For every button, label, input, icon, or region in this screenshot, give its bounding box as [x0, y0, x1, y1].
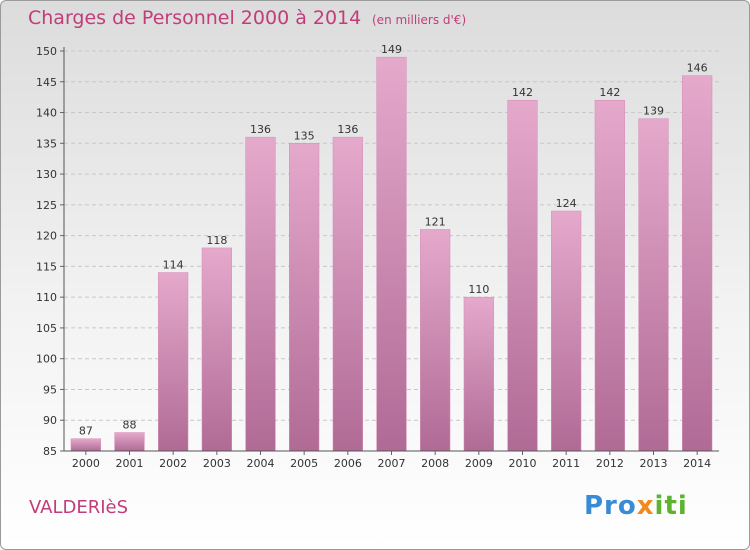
x-tick-label: 2006 [334, 457, 362, 470]
bar-2002 [158, 272, 189, 452]
x-tick-label: 2007 [378, 457, 406, 470]
y-tick-label: 145 [36, 76, 57, 89]
value-label: 136 [250, 123, 271, 136]
y-tick-label: 105 [36, 322, 57, 335]
value-label: 87 [79, 425, 93, 438]
value-label: 110 [468, 283, 489, 296]
bar-2003 [201, 247, 232, 452]
x-tick-label: 2013 [640, 457, 668, 470]
bar-2001 [114, 432, 145, 452]
chart-subtitle: (en milliers d'€) [372, 13, 467, 27]
x-tick-label: 2011 [552, 457, 580, 470]
bar-2010 [507, 99, 538, 452]
value-label: 149 [381, 43, 402, 56]
axes [60, 47, 719, 455]
bar-2006 [332, 136, 363, 452]
x-tick-label: 2004 [247, 457, 275, 470]
x-tick-label: 2005 [290, 457, 318, 470]
y-tick-label: 100 [36, 353, 57, 366]
x-tick-label: 2002 [159, 457, 187, 470]
bar-2012 [594, 99, 625, 452]
labels: 85 90 95 100 105 110 115 120 125 130 135 140 145 150 8… [36, 43, 711, 470]
logo-part-2: x [636, 491, 655, 521]
value-label: 88 [123, 419, 137, 432]
x-tick-label: 2000 [72, 457, 100, 470]
y-tick-label: 130 [36, 168, 57, 181]
value-label: 146 [687, 62, 708, 75]
bar-2009 [463, 296, 494, 452]
bar-2005 [289, 143, 320, 452]
x-tick-label: 2012 [596, 457, 624, 470]
bar-2000 [70, 438, 101, 452]
y-tick-label: 135 [36, 137, 57, 150]
value-label: 136 [337, 123, 358, 136]
logo-part-3: iti [654, 491, 688, 521]
chart-title: Charges de Personnel 2000 à 2014 [28, 7, 362, 29]
bar-2008 [420, 229, 451, 452]
value-label: 114 [163, 259, 184, 272]
y-tick-label: 125 [36, 199, 57, 212]
logo-part-1: Pro [584, 491, 637, 521]
value-label: 142 [512, 86, 533, 99]
value-label: 135 [294, 129, 315, 142]
x-tick-label: 2003 [203, 457, 231, 470]
x-tick-label: 2001 [116, 457, 144, 470]
bar-2011 [551, 210, 582, 452]
y-tick-label: 150 [36, 45, 57, 58]
bar-2004 [245, 136, 276, 452]
value-label: 139 [643, 105, 664, 118]
value-label: 118 [206, 234, 227, 247]
x-tick-label: 2008 [421, 457, 449, 470]
bar-2007 [376, 56, 407, 452]
bar-2014 [682, 75, 713, 452]
y-tick-label: 95 [43, 383, 57, 396]
value-label: 142 [599, 86, 620, 99]
x-tick-label: 2010 [509, 457, 537, 470]
y-tick-label: 115 [36, 260, 57, 273]
bars [70, 56, 713, 452]
y-tick-label: 110 [36, 291, 57, 304]
y-tick-label: 90 [43, 414, 57, 427]
y-tick-label: 85 [43, 445, 57, 458]
y-tick-label: 140 [36, 107, 57, 120]
x-tick-label: 2009 [465, 457, 493, 470]
x-tick-label: 2014 [683, 457, 711, 470]
proxiti-logo: Proxiti [584, 491, 688, 521]
value-label: 124 [556, 197, 577, 210]
value-label: 121 [425, 215, 446, 228]
town-name: VALDERIèS [29, 497, 129, 518]
bar-2013 [638, 118, 669, 452]
y-tick-label: 120 [36, 230, 57, 243]
